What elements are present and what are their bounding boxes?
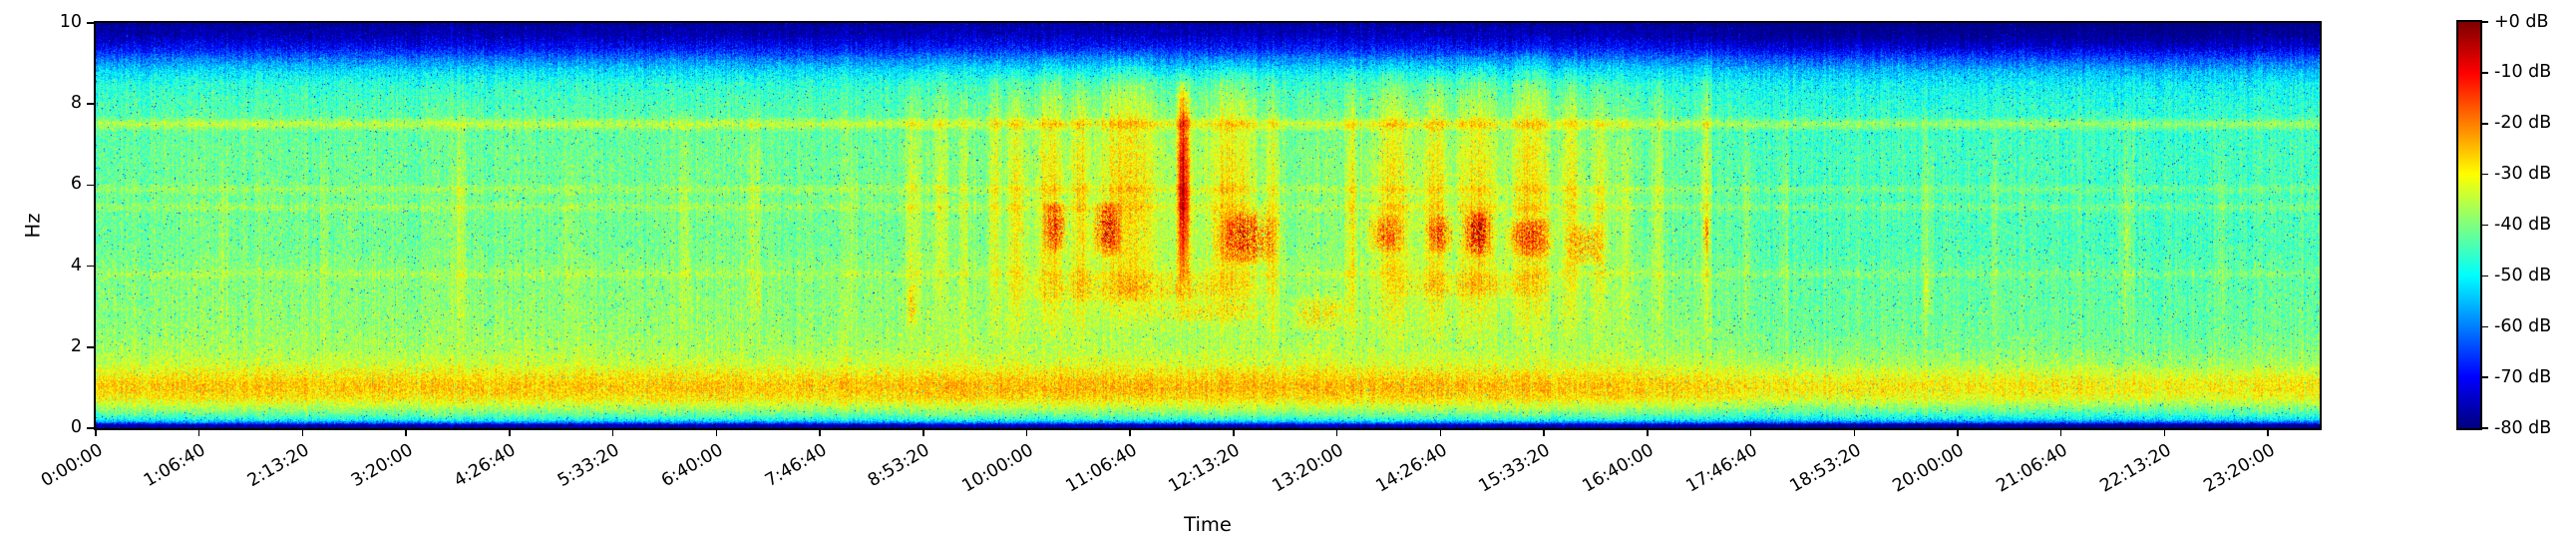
- x-axis-title: Time: [1184, 513, 1232, 536]
- colorbar-tick-label: -50 dB: [2494, 265, 2552, 285]
- x-tick: [509, 430, 511, 436]
- x-tick: [1439, 430, 1442, 436]
- colorbar-tick: [2482, 325, 2488, 327]
- x-tick-label: 14:26:40: [1372, 440, 1451, 497]
- spectrogram-canvas: [96, 23, 2320, 428]
- colorbar-tick: [2482, 224, 2488, 227]
- y-axis-title: Hz: [21, 213, 45, 239]
- x-tick-label: 16:40:00: [1579, 440, 1657, 497]
- x-tick: [1749, 430, 1752, 436]
- x-tick-label: 21:06:40: [1993, 440, 2071, 497]
- x-tick-label: 23:20:00: [2200, 440, 2279, 497]
- x-tick: [611, 430, 614, 436]
- colorbar-tick: [2482, 427, 2488, 429]
- colorbar-tick: [2482, 72, 2488, 74]
- colorbar-canvas: [2458, 22, 2480, 428]
- x-tick: [2163, 430, 2166, 436]
- x-tick: [405, 430, 407, 436]
- x-tick-label: 18:53:20: [1786, 440, 1865, 497]
- x-tick-label: 12:13:20: [1165, 440, 1244, 497]
- x-tick: [1129, 430, 1131, 436]
- x-tick: [922, 430, 924, 436]
- x-tick: [2059, 430, 2062, 436]
- colorbar-tick-label: -40 dB: [2494, 215, 2552, 235]
- x-tick: [301, 430, 304, 436]
- colorbar-tick-label: +0 dB: [2494, 11, 2549, 32]
- x-tick-label: 3:20:00: [347, 440, 417, 492]
- x-tick: [1025, 430, 1028, 436]
- y-tick: [87, 346, 94, 348]
- x-tick-label: 11:06:40: [1062, 440, 1141, 497]
- y-tick-label: 2: [70, 335, 82, 356]
- colorbar-tick: [2482, 275, 2488, 277]
- x-tick: [819, 430, 821, 436]
- y-tick-label: 6: [70, 174, 82, 195]
- y-tick: [87, 22, 94, 24]
- y-tick: [87, 265, 94, 268]
- x-tick-label: 0:00:00: [37, 440, 107, 492]
- x-tick: [1647, 430, 1649, 436]
- x-tick-label: 7:46:40: [761, 440, 831, 492]
- colorbar-tick: [2482, 376, 2488, 378]
- x-tick: [95, 430, 97, 436]
- x-tick: [1335, 430, 1338, 436]
- y-tick-label: 8: [70, 93, 82, 114]
- x-tick-label: 8:53:20: [865, 440, 933, 492]
- x-tick-label: 20:00:00: [1889, 440, 1968, 497]
- colorbar-tick-label: -10 dB: [2494, 62, 2552, 83]
- colorbar-tick: [2482, 173, 2488, 176]
- x-tick-label: 5:33:20: [554, 440, 623, 492]
- y-tick: [87, 103, 94, 105]
- x-tick-label: 10:00:00: [958, 440, 1037, 497]
- x-tick-label: 6:40:00: [657, 440, 727, 492]
- x-tick-label: 4:26:40: [451, 440, 520, 492]
- x-tick: [715, 430, 718, 436]
- x-tick-label: 22:13:20: [2096, 440, 2175, 497]
- x-tick: [1543, 430, 1545, 436]
- y-tick-label: 4: [70, 255, 82, 276]
- colorbar-tick-label: -30 dB: [2494, 164, 2552, 185]
- colorbar-tick-label: -20 dB: [2494, 113, 2552, 134]
- colorbar-tick-label: -70 dB: [2494, 366, 2552, 387]
- x-tick: [1957, 430, 1959, 436]
- x-tick: [2267, 430, 2269, 436]
- y-tick: [87, 184, 94, 187]
- x-tick-label: 15:33:20: [1476, 440, 1555, 497]
- x-tick-label: 17:46:40: [1682, 440, 1761, 497]
- x-tick: [1233, 430, 1235, 436]
- y-tick: [87, 427, 94, 429]
- y-tick-label: 0: [70, 417, 82, 437]
- x-tick: [1853, 430, 1855, 436]
- x-tick-label: 2:13:20: [244, 440, 313, 492]
- x-tick-label: 1:06:40: [141, 440, 209, 492]
- x-tick: [197, 430, 200, 436]
- x-tick-label: 13:20:00: [1269, 440, 1347, 497]
- colorbar-tick-label: -60 dB: [2494, 315, 2552, 336]
- colorbar-tick: [2482, 21, 2488, 23]
- colorbar-tick: [2482, 123, 2488, 125]
- colorbar-tick-label: -80 dB: [2494, 417, 2552, 438]
- y-tick-label: 10: [59, 12, 82, 32]
